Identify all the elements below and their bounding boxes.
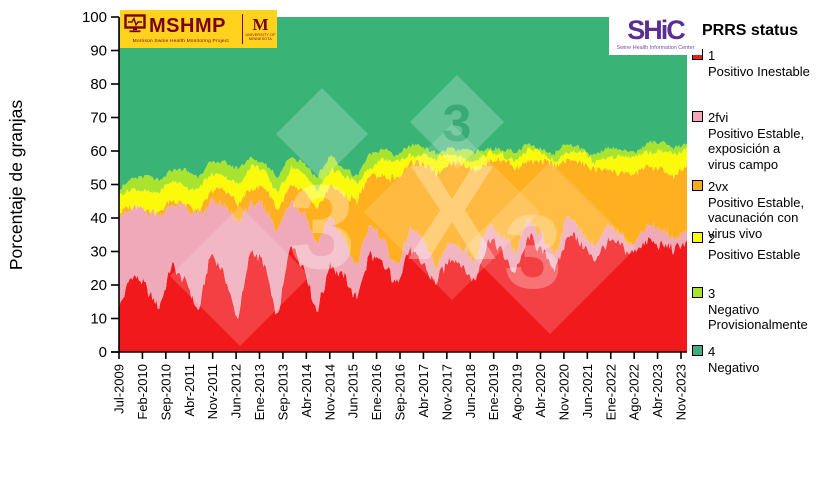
x-tick-label: Ene-2016	[369, 364, 384, 420]
umn-name: University of Minnesota	[245, 33, 276, 41]
legend-desc: Positivo Estable, vacunación con virus v…	[708, 194, 805, 241]
legend-swatch-4	[692, 345, 703, 356]
legend-item-2vx: 2vx Positivo Estable, vacunación con vir…	[692, 179, 804, 241]
legend-swatch-3	[692, 287, 703, 298]
monitor-pulse-icon	[124, 14, 146, 38]
legend-code: 2	[708, 231, 716, 246]
x-tick-label: Abr-2020	[533, 364, 548, 417]
y-tick-label: 50	[90, 177, 107, 194]
mshmp-acronym: MSHMP	[149, 15, 226, 37]
y-tick-label: 60	[90, 143, 107, 160]
area-band-2fvi	[119, 197, 687, 320]
svg-text:3: 3	[504, 194, 562, 311]
x-tick-label: Ago-2022	[627, 364, 642, 420]
y-tick-label: 20	[90, 277, 107, 294]
x-tick-label: Nov-2011	[205, 364, 220, 419]
svg-text:3: 3	[289, 160, 356, 294]
y-tick-label: 80	[90, 76, 107, 93]
x-tick-label: Nov-2023	[674, 364, 689, 420]
legend-code: 1	[708, 48, 716, 63]
y-tick-label: 90	[90, 43, 107, 60]
umn-logo: M University of Minnesota	[244, 10, 277, 48]
y-tick-label: 100	[82, 9, 107, 26]
legend-swatch-2vx	[692, 180, 703, 191]
y-tick-label: 40	[90, 210, 107, 227]
shic-subtitle: Swine Health Information Center	[616, 44, 695, 51]
y-axis-title: Porcentaje de granjas	[6, 100, 26, 270]
x-tick-label: Jun-2021	[580, 364, 595, 418]
y-tick-label: 70	[90, 110, 107, 127]
legend-swatch-2	[692, 232, 703, 243]
x-tick-label: Ago-2019	[510, 364, 525, 420]
axes	[111, 16, 687, 359]
area-band-2	[119, 146, 687, 216]
shic-logo: SHiC Swine Health Information Center	[609, 12, 702, 55]
x-tick-label: Nov-2014	[322, 364, 337, 420]
legend-desc: Positivo Estable, exposición a virus cam…	[708, 125, 805, 172]
legend-item-4: 4 Negativo	[692, 344, 759, 375]
prrs-status-legend: PRRS status 1 Positivo Inestable 2fvi Po…	[690, 0, 818, 485]
mshmp-subtitle: Morrison Swine Health Monitoring Project	[132, 39, 229, 44]
legend-item-1: 1 Positivo Inestable	[692, 48, 810, 79]
badge-divider	[241, 14, 243, 44]
x-tick-label: Jun-2018	[463, 364, 478, 418]
y-tick-label: 30	[90, 244, 107, 261]
x-tick-label: Sep-2010	[158, 364, 173, 420]
x-tick-label: Jun-2015	[346, 364, 361, 418]
legend-title: PRRS status	[702, 22, 799, 39]
x-tick-label: Abr-2017	[416, 364, 431, 417]
y-tick-label: 10	[90, 311, 107, 328]
x-tick-label: Jun-2012	[229, 364, 244, 418]
x-tick-label: Sep-2013	[275, 364, 290, 420]
x-tick-label: Ene-2019	[486, 364, 501, 420]
mshmp-logo: MSHMP Morrison Swine Health Monitoring P…	[120, 10, 277, 48]
legend-code: 2fvi	[708, 110, 729, 125]
svg-text:X: X	[407, 137, 497, 288]
legend-desc: Positivo Inestable	[708, 63, 810, 79]
x-tick-label: Abr-2014	[299, 364, 314, 417]
x-tick-label: Jul-2009	[112, 364, 127, 414]
legend-code: 2vx	[708, 179, 729, 194]
area-band-3	[119, 140, 687, 197]
area-band-2vx	[119, 156, 687, 269]
legend-desc: Negativo	[708, 359, 760, 375]
umn-block-m-icon: M	[252, 15, 269, 34]
legend-item-2fvi: 2fvi Positivo Estable, exposición a viru…	[692, 110, 804, 172]
x-tick-label: Sep-2016	[393, 364, 408, 420]
x-tick-label: Feb-2010	[135, 364, 150, 420]
y-tick-label: 0	[99, 344, 107, 361]
x-tick-label: Nov-2020	[556, 364, 571, 420]
x-tick-label: Abr-2011	[182, 364, 197, 417]
legend-item-3: 3 Negativo Provisionalmente	[692, 286, 808, 333]
x-tick-label: Ene-2013	[252, 364, 267, 420]
area-band-1	[119, 232, 687, 352]
x-tick-label: Abr-2023	[650, 364, 665, 417]
legend-swatch-2fvi	[692, 111, 703, 122]
shic-wordmark: SHiC	[627, 14, 685, 45]
legend-desc: Positivo Estable	[708, 246, 801, 262]
x-tick-label: Nov-2017	[439, 364, 454, 420]
legend-code: 3	[708, 286, 716, 301]
svg-text:3: 3	[443, 95, 472, 153]
legend-item-2: 2 Positivo Estable	[692, 231, 801, 262]
area-band-4	[119, 17, 687, 192]
legend-code: 4	[708, 344, 716, 359]
legend-desc: Negativo Provisionalmente	[708, 301, 808, 333]
x-tick-label: Ene-2022	[603, 364, 618, 420]
